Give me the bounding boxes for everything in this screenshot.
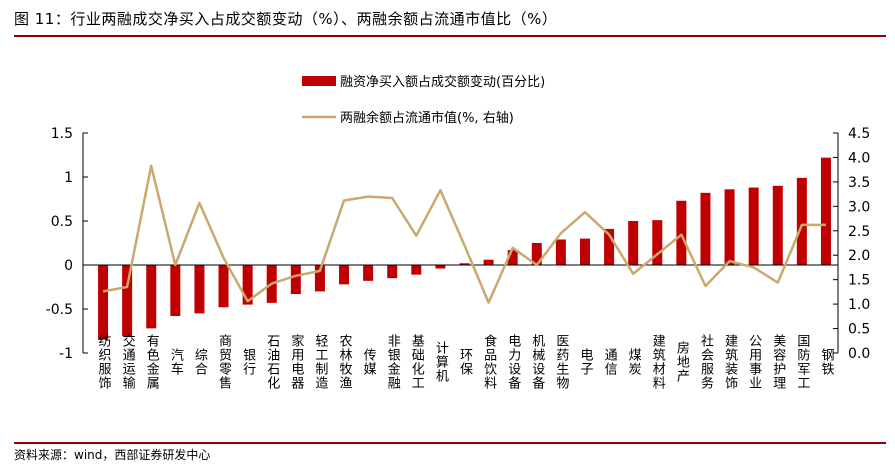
legend: 融资净买入额占成交额变动(百分比) 两融余额占流通市值(%, 右轴) [302,74,545,126]
right-axis-tick-label: 4.5 [848,126,870,142]
left-axis-tick-label: 1 [64,170,73,186]
right-axis-tick-label: 0.0 [848,346,870,362]
x-tick-label-传媒: 传媒 [361,348,377,376]
bar-有色金属 [146,265,156,328]
bar-基础化工 [411,265,421,275]
x-tick-label-煤炭: 煤炭 [626,348,642,376]
right-axis-tick-label: 3.5 [848,175,870,191]
x-tick-label-国防军工: 国防军工 [794,334,810,390]
bar-商贸零售 [219,265,229,307]
x-tick-label-医药生物: 医药生物 [553,334,569,390]
bar-房地产 [676,201,686,265]
x-tick-label-有色金属: 有色金属 [144,334,160,390]
x-tick-label-综合: 综合 [192,348,208,376]
chart-svg: 融资净买入额占成交额变动(百分比) 两融余额占流通市值(%, 右轴) -1 -0.… [0,0,895,475]
bar-医药生物 [556,239,566,265]
source-note: 资料来源：wind，西部证券研发中心 [14,446,210,463]
right-axis-tick-label: 3.0 [848,199,870,215]
right-axis-tick-label: 1.5 [848,273,870,289]
x-tick-label-计算机: 计算机 [433,341,449,383]
right-axis-tick-label: 1.0 [848,297,870,313]
x-tick-label-农林牧渔: 农林牧渔 [337,334,353,390]
x-tick-label-美容护理: 美容护理 [770,334,786,390]
margin-ratio-line [103,166,826,303]
bar-计算机 [435,265,445,269]
bar-家用电器 [291,265,301,294]
x-tick-label-通信: 通信 [602,348,618,376]
right-axis-tick-label: 4.0 [848,150,870,166]
bar-食品饮料 [484,260,494,265]
x-tick-label-电子: 电子 [577,348,593,376]
left-axis-tick-label: 0 [64,258,73,274]
x-tick-label-纺织服饰: 纺织服饰 [96,334,112,390]
legend-line-label: 两融余额占流通市值(%, 右轴) [340,110,514,126]
bar-综合 [194,265,204,313]
bar-钢铁 [821,158,831,265]
x-tick-label-环保: 环保 [457,348,473,376]
x-labels-group: 纺织服饰 交通运输 有色金属 汽车 综合 商贸零售 银行 石油石化 家用电器 轻工制造 农林牧渔 传媒… [96,333,834,390]
x-tick-label-基础化工: 基础化工 [409,334,425,390]
bar-公用事业 [749,188,759,265]
bar-社会服务 [700,193,710,265]
x-tick-label-汽车: 汽车 [168,348,184,376]
bar-汽车 [170,265,180,316]
x-tick-label-房地产: 房地产 [674,340,690,383]
bar-电子 [580,239,590,265]
x-tick-label-社会服务: 社会服务 [698,333,714,390]
left-axis-tick-label: -0.5 [46,302,73,318]
bars-group [98,158,831,340]
footer-divider [14,442,886,444]
x-tick-label-家用电器: 家用电器 [288,333,304,390]
x-tick-label-公用事业: 公用事业 [746,334,762,390]
right-axis-tick-label: 2.5 [848,224,870,240]
legend-bar-swatch [302,76,336,86]
x-tick-label-轻工制造: 轻工制造 [312,334,328,390]
bar-非银金融 [387,265,397,278]
x-tick-label-商贸零售: 商贸零售 [216,334,232,390]
left-axis-tick-label: -1 [59,346,73,362]
x-tick-label-建筑装饰: 建筑装饰 [722,334,738,390]
bar-交通运输 [122,265,132,336]
bar-传媒 [363,265,373,281]
x-tick-label-建筑材料: 建筑材料 [650,334,666,390]
x-tick-label-银行: 银行 [240,348,256,376]
line-group [103,166,826,303]
right-axis-tick-label: 2.0 [848,248,870,264]
left-axis-tick-label: 1.5 [51,126,73,142]
right-axis-tick-label: 0.5 [848,322,870,338]
bar-农林牧渔 [339,265,349,284]
x-tick-label-石油石化: 石油石化 [264,334,280,390]
x-tick-label-交通运输: 交通运输 [120,333,136,390]
bar-纺织服饰 [98,265,108,340]
x-tick-label-电力设备: 电力设备 [505,334,521,390]
bar-煤炭 [628,221,638,265]
bar-国防军工 [797,178,807,265]
bar-美容护理 [773,186,783,265]
left-axis-tick-label: 0.5 [51,214,73,230]
legend-bar-label: 融资净买入额占成交额变动(百分比) [340,74,545,90]
x-tick-label-非银金融: 非银金融 [385,334,401,390]
bar-建筑装饰 [725,189,735,265]
x-tick-label-食品饮料: 食品饮料 [481,333,497,390]
x-tick-label-机械设备: 机械设备 [529,334,545,390]
x-tick-label-钢铁: 钢铁 [818,348,834,376]
